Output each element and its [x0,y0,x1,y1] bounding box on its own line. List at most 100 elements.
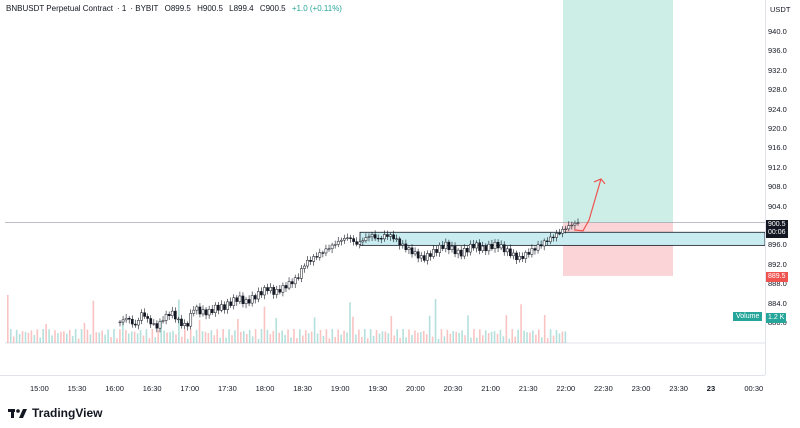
brand-name: TradingView [32,406,103,420]
volume-bar [80,329,83,343]
candle-body [293,277,297,285]
footer: TradingView [0,400,800,428]
volume-bar [113,329,115,343]
volume-bar [325,329,328,343]
candle-body [161,320,165,322]
candle-body [303,265,306,269]
time-tick: 21:30 [518,384,538,393]
price-tick: 884.0 [768,298,787,308]
symbol-name[interactable]: BNBUSDT Perpetual Contract [6,4,114,13]
volume-bar [349,302,351,343]
price-tick: 892.0 [768,259,787,269]
time-tick: 00:30 [744,384,764,393]
volume-bar [313,317,316,343]
volume-bar [21,331,24,343]
volume-bar [231,335,233,343]
volume-bar [142,335,145,343]
candle-body [137,320,140,326]
candle-body [312,256,316,262]
candle-body [422,255,426,261]
volume-bar [384,331,387,343]
price-chart[interactable] [0,0,766,375]
candle-body [333,244,337,246]
candle-body [441,244,445,249]
time-tick: 23:00 [631,384,651,393]
candle-body [315,256,319,258]
time-axis[interactable]: 15:00 15:30 16:00 16:30 17:00 17:30 18:00 18:30… [0,375,765,401]
volume-bar [316,333,319,343]
volume-bar [101,330,103,343]
volume-bar [520,304,522,343]
volume-bar [278,332,280,343]
volume-bar [302,335,304,343]
candle-body [358,241,362,245]
volume-bar [552,335,555,343]
candle-body [155,323,159,329]
volume-bar [116,338,118,343]
tradingview-logo[interactable]: TradingView [8,406,102,420]
candle-body [493,241,497,249]
volume-bar [307,333,310,343]
volume-bar [18,334,21,343]
volume-bar [98,332,101,343]
candle-body [373,234,377,239]
time-tick: 15:00 [30,384,49,393]
candle-body [164,314,168,321]
volume-bar [514,336,516,343]
volume-bar [39,337,42,343]
candle-body [247,299,251,304]
volume-bar [92,300,95,343]
time-tick: 18:30 [293,384,312,393]
ohlc-high: H900.5 [197,4,223,13]
volume-bar [402,329,404,343]
volume-bar [473,329,475,343]
volume-bar [254,329,257,343]
price-tick: 904.0 [768,201,787,211]
volume-bar [414,330,416,343]
volume-bar [408,329,410,343]
candle-body [127,317,131,320]
price-tick: 888.0 [768,279,787,289]
candle-body [266,287,269,292]
candle-body [367,236,371,238]
candle-body [401,243,405,246]
volume-bar [543,315,546,343]
candle-body [524,252,528,259]
candle-body [170,310,174,317]
time-tick: 17:30 [218,384,237,393]
price-tick: 908.0 [768,182,787,192]
volume-bar [399,338,401,343]
volume-bar [296,338,298,343]
interval[interactable]: 1 [121,4,127,13]
volume-bar [234,330,236,343]
candle-body [545,240,549,242]
candle-body [570,224,574,227]
candle-body [558,232,561,235]
candle-body [198,306,202,315]
candle-body [395,238,398,240]
candle-body [416,251,420,259]
candle-body [204,309,208,316]
volume-bar [110,337,112,343]
volume-bar [502,336,505,343]
candle-body [512,252,515,257]
candle-body [530,248,534,255]
candle-body [499,244,503,249]
volume-bar [130,331,133,343]
projection-arrowhead [593,178,606,185]
candle-body [167,314,171,317]
volume-bar [269,334,272,343]
volume-bar [60,331,62,343]
bar-countdown: 00:06 [768,229,786,236]
candle-body [444,241,448,249]
price-tick: 912.0 [768,162,787,172]
time-tick: 16:00 [105,384,124,393]
volume-bar [352,316,354,343]
candle-body [210,309,214,313]
volume-bar [122,321,124,343]
volume-bar [225,337,227,343]
candle-body [552,236,555,239]
chart-area[interactable]: BNBUSDT Perpetual Contract · 1 · BYBIT O89… [0,0,766,375]
candle-body [158,321,162,329]
volume-bar [192,336,195,343]
